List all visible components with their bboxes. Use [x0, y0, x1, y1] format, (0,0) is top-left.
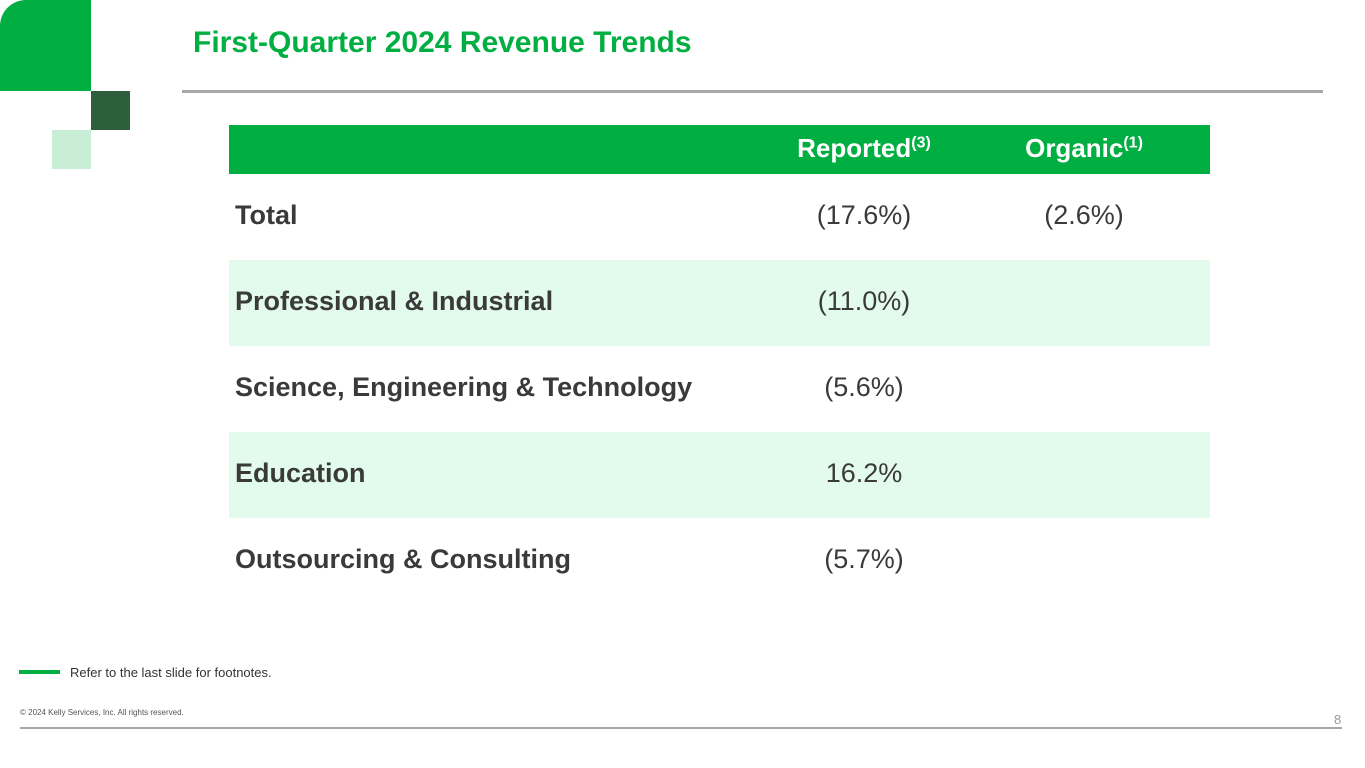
header-organic: Organic(1)	[1009, 133, 1159, 164]
logo-square-dark	[91, 91, 130, 130]
row-label: Outsourcing & Consulting	[235, 544, 571, 574]
row-reported: (17.6%)	[816, 200, 912, 230]
row-reported: (5.7%)	[824, 544, 904, 574]
row-label: Professional & Industrial	[235, 286, 554, 316]
table-row: Professional & Industrial (11.0%)	[229, 260, 1210, 346]
row-reported: (5.6%)	[824, 372, 904, 402]
slide-title: First-Quarter 2024 Revenue Trends	[193, 26, 692, 59]
header-reported: Reported(3)	[784, 133, 944, 164]
header-organic-label: Organic	[1025, 133, 1124, 163]
row-label: Education	[235, 458, 366, 488]
logo-square-light	[52, 130, 91, 169]
header-reported-note: (3)	[911, 134, 931, 152]
footer-divider	[20, 727, 1342, 729]
row-label: Science, Engineering & Technology	[235, 372, 693, 402]
revenue-table: Reported(3) Organic(1) Total (17.6%) (2.…	[229, 125, 1210, 604]
row-reported: 16.2%	[825, 458, 903, 488]
header-reported-label: Reported	[797, 133, 912, 163]
page-number: 8	[1334, 712, 1342, 727]
logo-square-green	[0, 0, 91, 91]
table-row: Total (17.6%) (2.6%)	[229, 174, 1210, 260]
copyright: © 2024 Kelly Services, Inc. All rights r…	[20, 708, 184, 717]
footnote-accent-bar	[19, 670, 60, 674]
table-row: Outsourcing & Consulting (5.7%)	[229, 518, 1210, 604]
table-header: Reported(3) Organic(1)	[229, 125, 1210, 174]
row-organic: (2.6%)	[1044, 200, 1124, 230]
row-reported: (11.0%)	[817, 286, 911, 316]
footnote-text: Refer to the last slide for footnotes.	[70, 665, 272, 680]
table-row: Science, Engineering & Technology (5.6%)	[229, 346, 1210, 432]
row-label: Total	[235, 200, 298, 230]
table-row: Education 16.2%	[229, 432, 1210, 518]
header-organic-note: (1)	[1123, 134, 1143, 152]
title-divider	[182, 90, 1323, 93]
